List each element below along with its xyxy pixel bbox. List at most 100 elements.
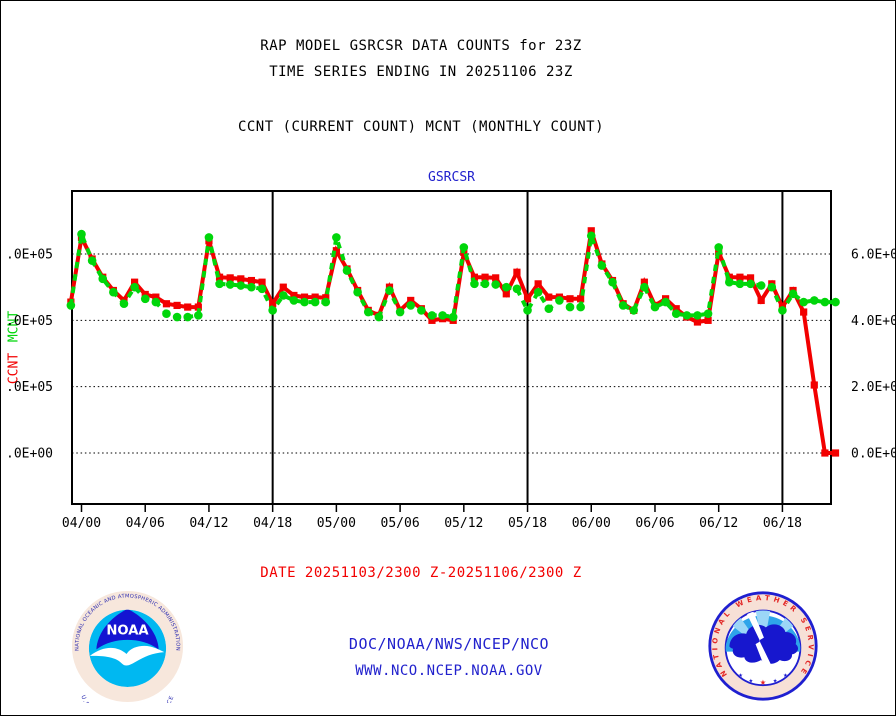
marker-ccnt — [746, 274, 755, 282]
marker-mcnt — [87, 256, 97, 265]
nws-logo: ★ ★ ★ ★ ★ NATIONAL WEATHER SERVICE — [708, 591, 818, 701]
marker-mcnt — [448, 312, 458, 322]
marker-mcnt — [98, 274, 108, 284]
marker-mcnt — [66, 301, 76, 310]
marker-mcnt — [576, 302, 585, 312]
marker-mcnt — [183, 312, 192, 322]
marker-ccnt — [407, 296, 415, 305]
marker-ccnt — [226, 274, 234, 282]
series-legend-text: CCNT (CURRENT COUNT) MCNT (MONTHLY COUNT… — [237, 119, 605, 135]
marker-mcnt — [650, 302, 660, 312]
marker-mcnt — [693, 311, 702, 320]
marker-ccnt — [523, 295, 532, 303]
noaa-logo-emblem: NOAA — [88, 609, 167, 687]
marker-mcnt — [332, 233, 341, 242]
marker-mcnt — [310, 297, 320, 307]
marker-ccnt — [428, 316, 436, 324]
data-series-layer — [66, 226, 840, 457]
marker-ccnt — [481, 273, 489, 281]
marker-mcnt — [502, 282, 511, 292]
marker-ccnt — [566, 295, 574, 303]
marker-mcnt — [544, 304, 554, 314]
marker-mcnt — [140, 294, 150, 304]
y-tick-label-right: 0.0E+0 — [851, 447, 896, 462]
marker-mcnt — [470, 279, 479, 289]
marker-ccnt — [258, 278, 266, 286]
marker-mcnt — [703, 309, 713, 319]
marker-mcnt — [130, 282, 139, 292]
marker-mcnt — [374, 312, 384, 322]
marker-mcnt — [353, 287, 362, 297]
y-tick-label-left: .0E+05 — [6, 314, 53, 329]
marker-ccnt — [152, 293, 160, 301]
y-tick-label-right: 4.0E+0 — [851, 314, 896, 329]
axis-labels-layer: 04/00 04/06 04/12 04/18 05/00 05/06 05/12 05/18… — [6, 248, 896, 531]
marker-ccnt — [311, 293, 319, 301]
marker-mcnt — [268, 306, 277, 315]
marker-ccnt — [279, 283, 287, 291]
marker-ccnt — [587, 227, 595, 235]
marker-mcnt — [533, 287, 543, 297]
x-tick-label: 06/12 — [699, 516, 738, 531]
y-tick-label-right: 2.0E+0 — [851, 380, 896, 395]
marker-mcnt — [300, 297, 309, 307]
page-subtitle-date: TIME SERIES ENDING IN 20251106 23Z — [269, 64, 573, 80]
marker-ccnt — [693, 318, 702, 326]
marker-ccnt — [831, 449, 840, 457]
marker-ccnt — [247, 276, 256, 285]
marker-ccnt — [215, 273, 224, 281]
x-tick-label: 04/06 — [126, 516, 165, 531]
marker-mcnt — [438, 311, 447, 320]
marker-mcnt — [608, 277, 617, 287]
marker-mcnt — [151, 297, 161, 307]
noaa-logo-seagull-icon — [89, 645, 165, 666]
gridlines-layer — [72, 191, 831, 504]
marker-mcnt — [427, 311, 437, 320]
x-tick-label: 04/00 — [62, 516, 101, 531]
marker-ccnt — [545, 293, 553, 301]
marker-ccnt — [800, 308, 808, 316]
nws-logo-cloud-icon — [729, 624, 799, 664]
marker-ccnt — [502, 290, 510, 298]
marker-mcnt — [204, 233, 214, 242]
marker-ccnt — [492, 274, 500, 282]
marker-mcnt — [767, 282, 777, 292]
x-tick-label: 05/00 — [317, 516, 356, 531]
nws-logo-star-icon: ★ — [773, 675, 778, 684]
marker-mcnt — [756, 281, 766, 290]
panel-title: GSRCSR — [428, 170, 475, 185]
marker-mcnt — [406, 301, 416, 310]
marker-ccnt — [640, 278, 648, 286]
marker-ccnt — [821, 449, 829, 457]
marker-mcnt — [661, 297, 670, 307]
marker-ccnt — [131, 278, 139, 286]
marker-ccnt — [757, 296, 765, 305]
marker-mcnt — [671, 309, 681, 319]
marker-ccnt — [162, 300, 171, 308]
marker-mcnt — [459, 243, 469, 252]
y-tick-label-left: .0E+00 — [6, 447, 53, 462]
noaa-logo-wordmark: NOAA — [106, 623, 149, 638]
plot-frame-layer — [71, 190, 832, 505]
y-tick-label-left: .0E+05 — [6, 248, 53, 263]
marker-mcnt — [820, 297, 830, 307]
marker-mcnt — [363, 307, 373, 317]
nws-logo-emblem: ★ ★ ★ ★ ★ — [725, 610, 801, 685]
marker-mcnt — [417, 306, 426, 315]
marker-ccnt — [322, 294, 330, 302]
marker-mcnt — [77, 229, 86, 239]
marker-mcnt — [714, 243, 723, 252]
page-title: RAP MODEL GSRCSR DATA COUNTS for 23Z — [260, 38, 582, 54]
x-tick-label: 06/00 — [572, 516, 611, 531]
marker-ccnt — [173, 301, 181, 310]
marker-ccnt — [269, 300, 277, 308]
marker-mcnt — [247, 282, 256, 292]
marker-mcnt — [512, 284, 522, 294]
x-tick-label: 05/06 — [381, 516, 420, 531]
marker-mcnt — [109, 287, 118, 297]
marker-ccnt — [577, 295, 585, 303]
marker-mcnt — [172, 312, 182, 322]
series-line-ccnt — [68, 230, 836, 455]
x-tick-label: 06/06 — [635, 516, 674, 531]
marker-mcnt — [523, 306, 532, 315]
